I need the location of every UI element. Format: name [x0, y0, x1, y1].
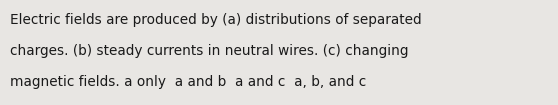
- Text: Electric fields are produced by (a) distributions of separated: Electric fields are produced by (a) dist…: [10, 13, 422, 27]
- Text: magnetic fields. a only  a and b  a and c  a, b, and c: magnetic fields. a only a and b a and c …: [10, 75, 366, 89]
- Text: charges. (b) steady currents in neutral wires. (c) changing: charges. (b) steady currents in neutral …: [10, 44, 408, 58]
